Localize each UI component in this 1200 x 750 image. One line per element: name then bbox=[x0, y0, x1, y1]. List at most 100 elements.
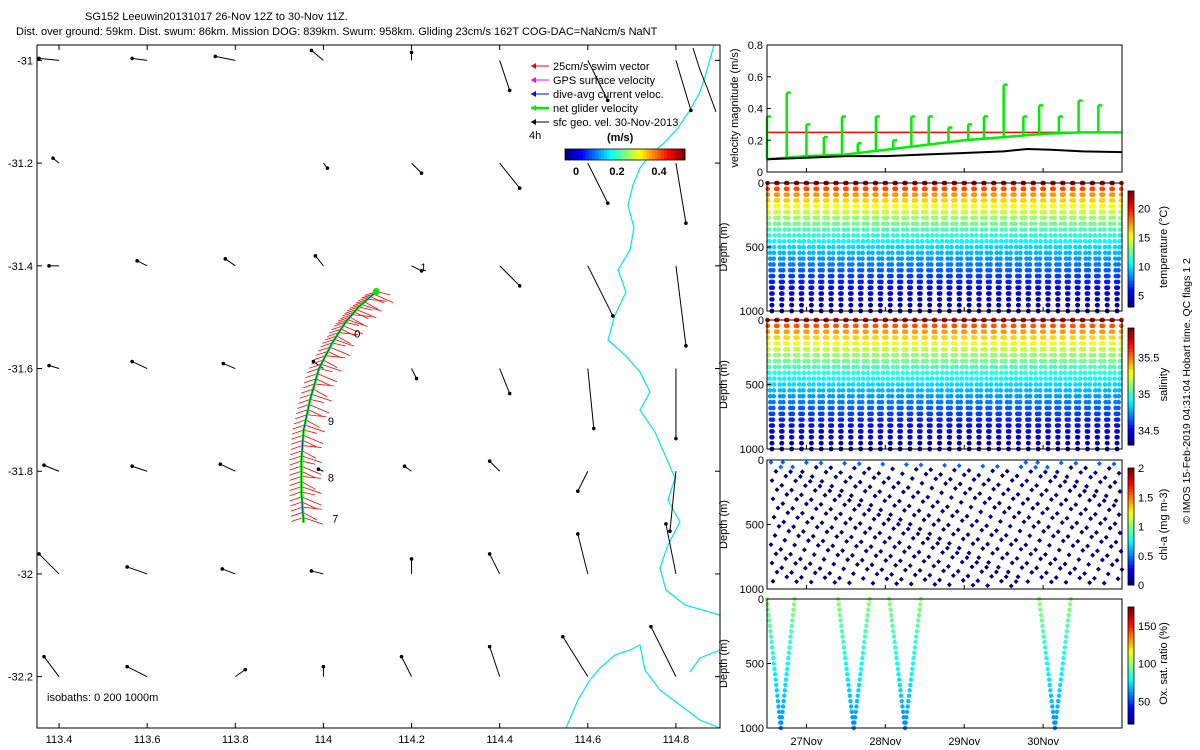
temperature-sample bbox=[893, 192, 899, 197]
salinity-sample bbox=[1033, 370, 1038, 376]
chl-a-sample bbox=[817, 483, 823, 489]
geo-velocity-arrowhead bbox=[507, 88, 512, 93]
temperature-sample bbox=[829, 291, 835, 296]
salinity-sample bbox=[859, 411, 865, 417]
temperature-sample bbox=[1091, 209, 1097, 215]
temperature-sample bbox=[982, 186, 987, 192]
temperature-sample bbox=[1053, 262, 1059, 267]
temperature-sample bbox=[846, 256, 852, 261]
temperature-sample bbox=[974, 238, 979, 244]
speed-colorbar-segment bbox=[619, 149, 623, 160]
salinity-sample bbox=[1102, 376, 1108, 381]
temperature-sample bbox=[771, 250, 777, 256]
temperature-sample bbox=[997, 285, 1002, 291]
salinity-sample bbox=[858, 429, 864, 434]
swim-vector bbox=[336, 335, 351, 345]
chl-a-sample bbox=[925, 494, 931, 500]
temperature-sample bbox=[831, 244, 836, 250]
temperature-sample bbox=[829, 279, 835, 285]
temperature-sample bbox=[824, 192, 830, 197]
salinity-sample bbox=[1058, 352, 1064, 358]
chl-a-sample bbox=[773, 468, 779, 474]
oxygen-sample bbox=[904, 715, 909, 720]
chl-a-sample bbox=[792, 542, 798, 548]
temperature-sample bbox=[800, 273, 806, 279]
oxygen-sample bbox=[779, 715, 785, 720]
temperature-sample bbox=[935, 256, 941, 261]
salinity-sample bbox=[1047, 399, 1052, 405]
temperature-sample bbox=[1009, 227, 1014, 232]
salinity-sample bbox=[1022, 347, 1028, 352]
speed-colorbar-segment bbox=[577, 149, 581, 160]
chl-a-sample bbox=[872, 493, 878, 499]
temperature-sample bbox=[785, 186, 790, 192]
chl-a-sample bbox=[900, 489, 906, 495]
chl-a-sample bbox=[972, 495, 978, 501]
temperature-sample bbox=[993, 233, 999, 238]
chl-a-sample bbox=[995, 482, 1001, 488]
chl-a-sample bbox=[843, 479, 849, 485]
salinity-sample bbox=[827, 399, 832, 405]
temperature-sample bbox=[957, 285, 963, 291]
temperature-sample bbox=[786, 233, 792, 238]
oxygen-sample bbox=[896, 672, 901, 677]
salinity-sample bbox=[1107, 370, 1113, 376]
colorbar-segment bbox=[1128, 424, 1134, 428]
chl-a-sample bbox=[1062, 561, 1068, 567]
salinity-sample bbox=[865, 376, 871, 381]
geo-velocity-arrowhead bbox=[606, 201, 610, 205]
salinity-sample bbox=[1100, 329, 1106, 335]
temperature-sample bbox=[817, 262, 822, 267]
salinity-sample bbox=[1003, 358, 1008, 364]
salinity-sample bbox=[844, 341, 850, 346]
temperature-sample bbox=[925, 262, 931, 267]
temperature-sample bbox=[914, 215, 919, 221]
oxygen-sample bbox=[837, 612, 843, 618]
colorbar-segment bbox=[1128, 436, 1134, 440]
salinity-sample bbox=[983, 364, 989, 370]
temperature-sample bbox=[1012, 198, 1017, 203]
salinity-sample bbox=[918, 405, 924, 411]
temperature-sample bbox=[918, 267, 924, 273]
temperature-sample bbox=[1032, 203, 1037, 209]
oxygen-sample bbox=[1054, 709, 1060, 715]
salinity-sample bbox=[978, 399, 983, 405]
salinity-sample bbox=[782, 352, 788, 358]
colorbar-segment bbox=[1128, 715, 1134, 719]
temperature-sample bbox=[834, 198, 840, 203]
salinity-sample bbox=[959, 364, 965, 370]
depth-y-tick-label: 0 bbox=[758, 455, 764, 467]
salinity-sample bbox=[1002, 329, 1007, 335]
chl-a-sample bbox=[863, 548, 869, 554]
temperature-sample bbox=[821, 227, 827, 232]
salinity-sample bbox=[919, 376, 925, 381]
salinity-sample bbox=[849, 423, 854, 428]
temperature-sample bbox=[1003, 238, 1009, 244]
oxygen-sample bbox=[1044, 661, 1050, 666]
temperature-sample bbox=[885, 233, 890, 238]
salinity-sample bbox=[898, 429, 904, 434]
chl-a-sample bbox=[1109, 562, 1115, 568]
salinity-sample bbox=[948, 417, 953, 422]
salinity-sample bbox=[944, 370, 950, 376]
salinity-sample bbox=[919, 393, 924, 399]
chl-a-sample bbox=[1115, 576, 1121, 582]
salinity-sample bbox=[962, 329, 968, 335]
day-label: 8 bbox=[328, 473, 334, 485]
chl-a-sample bbox=[809, 474, 815, 480]
salinity-sample bbox=[974, 370, 979, 376]
salinity-sample bbox=[928, 429, 933, 434]
temperature-sample bbox=[1076, 267, 1082, 273]
geo-velocity-arrowhead bbox=[130, 464, 134, 469]
temperature-sample bbox=[899, 262, 905, 267]
temperature-sample bbox=[1112, 256, 1118, 261]
salinity-sample bbox=[870, 382, 876, 387]
salinity-sample bbox=[786, 364, 792, 370]
temperature-sample bbox=[918, 291, 923, 296]
speed-colorbar-segment bbox=[580, 149, 584, 160]
swim-vector bbox=[289, 460, 302, 466]
chl-a-sample bbox=[844, 538, 850, 544]
temperature-sample bbox=[943, 203, 949, 209]
colorbar-segment bbox=[1128, 653, 1134, 658]
temperature-sample bbox=[785, 209, 791, 215]
